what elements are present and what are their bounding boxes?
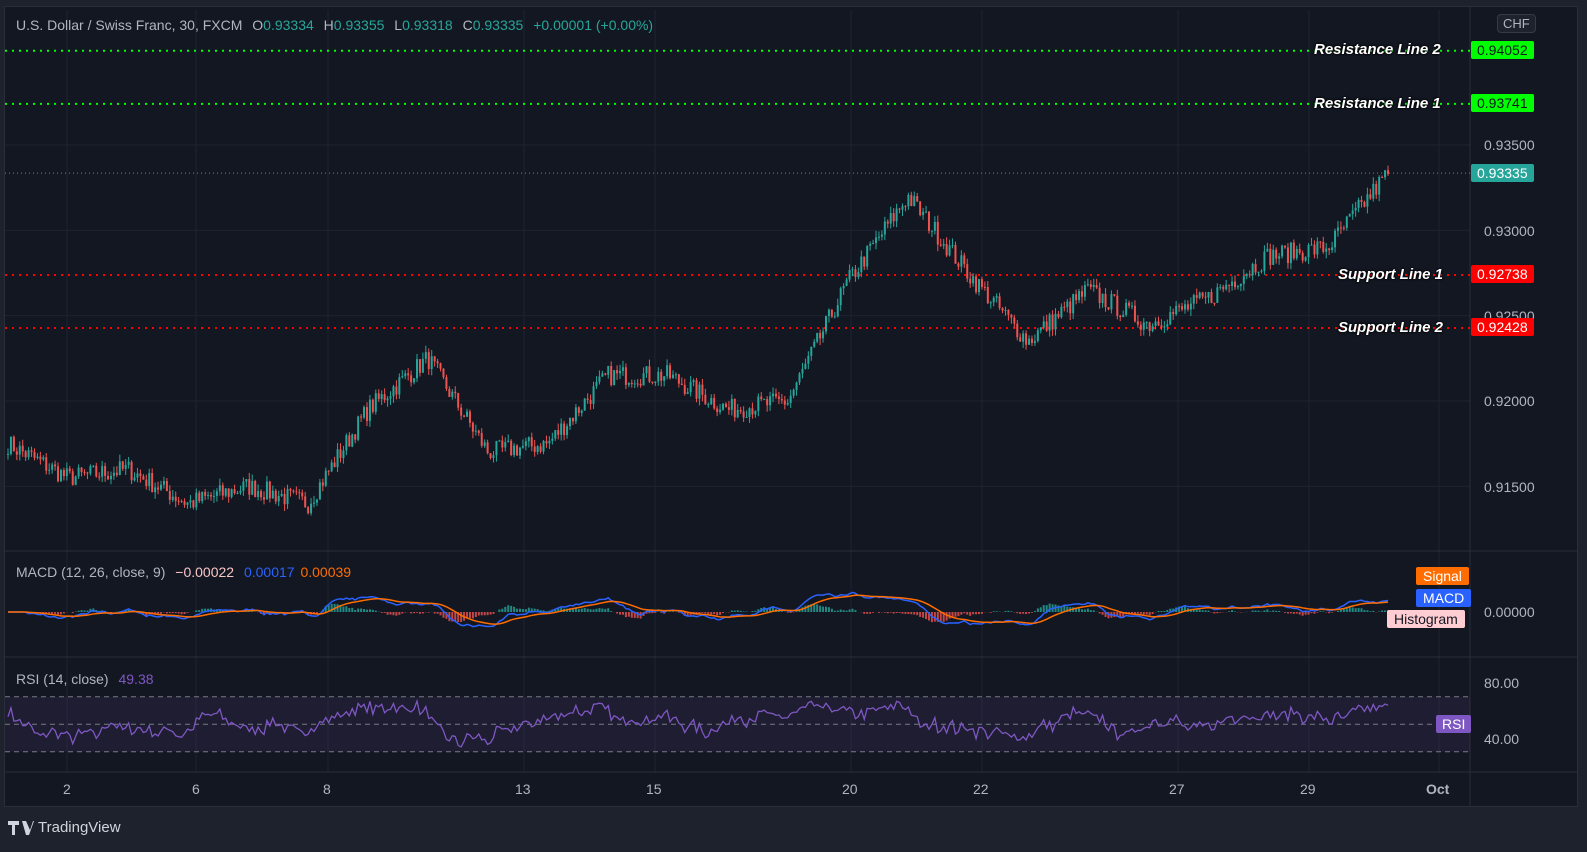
macd-line-value: 0.00017 <box>243 564 295 580</box>
macd-axis-tick: 0.00000 <box>1484 604 1535 620</box>
rsi-badge: RSI <box>1436 715 1472 733</box>
support-line-2-price: 0.92428 <box>1471 318 1534 336</box>
time-tick: 6 <box>192 781 200 797</box>
price-tick: 0.91500 <box>1484 479 1535 495</box>
histogram-badge: Histogram <box>1387 610 1465 628</box>
time-tick: 22 <box>973 781 989 797</box>
price-tick: 0.93000 <box>1484 223 1535 239</box>
open-value: 0.93334 <box>263 17 314 33</box>
tradingview-logo-icon <box>8 820 34 835</box>
time-tick: 13 <box>515 781 531 797</box>
rsi-value: 49.38 <box>118 671 154 687</box>
rsi-axis-tick: 80.00 <box>1484 675 1520 691</box>
symbol-legend: U.S. Dollar / Swiss Franc, 30, FXCM O0.9… <box>16 17 654 33</box>
last-price-badge: 0.93335 <box>1471 164 1534 182</box>
support-line-2-label[interactable]: Support Line 2 <box>1338 319 1443 336</box>
time-tick: 20 <box>842 781 858 797</box>
macd-title: MACD (12, 26, close, 9) <box>16 564 166 580</box>
high-value: 0.93355 <box>333 17 385 33</box>
resistance-line-2-price: 0.94052 <box>1471 41 1534 59</box>
support-line-1-price: 0.92738 <box>1471 265 1534 283</box>
resistance-line-2-label[interactable]: Resistance Line 2 <box>1314 41 1441 58</box>
time-tick: 8 <box>323 781 331 797</box>
resistance-line-1-label[interactable]: Resistance Line 1 <box>1314 95 1441 112</box>
close-value: 0.93335 <box>472 17 524 33</box>
low-value: 0.93318 <box>402 17 453 33</box>
rsi-axis-tick: 40.00 <box>1484 731 1520 747</box>
currency-button[interactable]: CHF <box>1497 14 1536 33</box>
time-tick-month: Oct <box>1426 781 1450 797</box>
macd-signal-value: 0.00039 <box>300 564 352 580</box>
time-tick: 2 <box>63 781 71 797</box>
price-tick: 0.93500 <box>1484 137 1535 153</box>
support-line-1-label[interactable]: Support Line 1 <box>1338 266 1443 283</box>
time-tick: 29 <box>1300 781 1316 797</box>
price-tick: 0.92000 <box>1484 393 1535 409</box>
resistance-line-1-price: 0.93741 <box>1471 94 1534 112</box>
symbol-title: U.S. Dollar / Swiss Franc, 30, FXCM <box>16 17 243 33</box>
macd-histogram-value: −0.00022 <box>175 564 235 580</box>
change-value: +0.00001 (+0.00%) <box>533 17 654 33</box>
rsi-legend: RSI (14, close) 49.38 <box>16 671 160 687</box>
time-tick: 27 <box>1169 781 1185 797</box>
time-tick: 15 <box>646 781 662 797</box>
tradingview-logo[interactable]: TradingView <box>8 819 121 836</box>
macd-badge: MACD <box>1416 589 1472 607</box>
rsi-title: RSI (14, close) <box>16 671 109 687</box>
macd-legend: MACD (12, 26, close, 9) −0.00022 0.00017… <box>16 564 357 580</box>
signal-badge: Signal <box>1416 567 1469 585</box>
